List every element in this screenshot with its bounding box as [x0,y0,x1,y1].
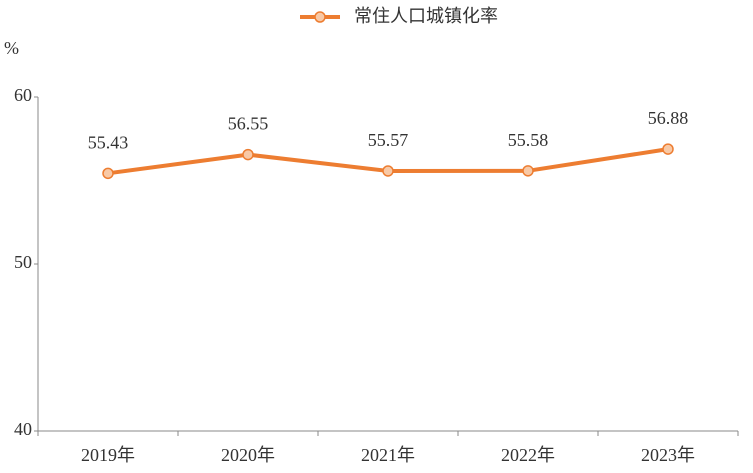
x-tick-label: 2019年 [81,445,135,465]
x-tick-label: 2023年 [641,445,695,465]
y-tick-label: 40 [14,419,32,439]
marker [242,148,254,161]
x-tick-label: 2020年 [221,445,275,465]
y-axis-label: % [4,38,19,58]
legend-marker [314,11,326,23]
data-label: 56.88 [648,108,689,128]
y-tick-label: 60 [14,85,32,105]
marker [102,167,114,180]
marker [522,165,534,177]
marker [382,165,394,177]
data-label: 55.43 [88,132,129,152]
marker [662,143,674,155]
y-tick-label: 50 [14,252,32,272]
data-label: 55.58 [508,130,549,150]
data-label: 56.55 [228,114,269,134]
x-tick-label: 2022年 [501,445,555,465]
legend-label: 常住人口城镇化率 [354,6,498,27]
x-tick-label: 2021年 [361,445,415,465]
data-label: 55.57 [368,130,409,150]
